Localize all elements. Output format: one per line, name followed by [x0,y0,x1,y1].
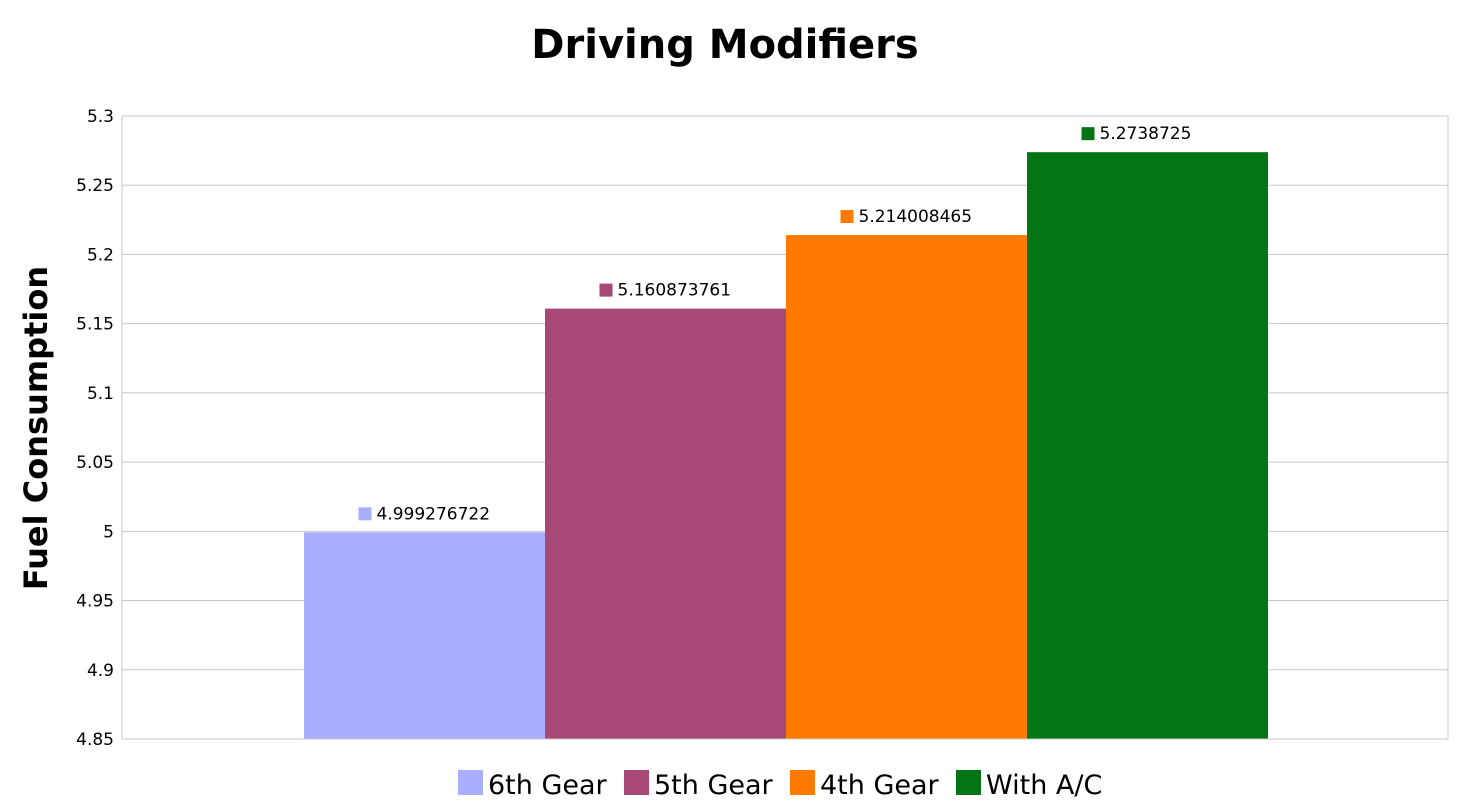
legend-label: With A/C [986,770,1102,801]
y-tick-label: 4.85 [76,730,114,750]
plot-area-frame [121,115,1449,740]
legend-swatch [458,770,483,795]
legend-label: 6th Gear [488,770,608,801]
data-labels: 4.999276722 5.160873761 5.214008465 5.27387… [358,124,1192,524]
data-label: 5.214008465 [859,207,973,227]
legend-swatch [624,770,649,795]
bar [304,532,545,739]
data-label: 5.2738725 [1100,124,1192,144]
legend-swatch [790,770,815,795]
y-tick-label: 5.25 [76,176,114,196]
y-axis-ticks: 5.3 5.25 5.2 5.15 5.1 5.05 5 4.95 4.9 4.85 [76,107,114,750]
data-label: 4.999276722 [377,504,491,524]
y-tick-label: 5.2 [87,245,114,265]
legend-label: 4th Gear [820,770,940,801]
data-label: 5.160873761 [618,281,732,301]
bar [545,308,786,739]
y-tick-label: 5.15 [76,315,114,335]
data-label-swatch [1081,127,1095,141]
chart-title: Driving Modifiers [531,22,918,68]
y-tick-label: 5.1 [87,384,114,404]
data-label-swatch [599,283,613,297]
y-tick-label: 4.9 [87,661,114,681]
y-axis-label: Fuel Consumption [17,266,55,590]
y-tick-label: 5 [103,522,114,542]
data-label-swatch [840,210,854,224]
y-tick-label: 5.05 [76,453,114,473]
legend: 6th Gear 5th Gear 4th Gear With A/C [458,770,1102,801]
legend-label: 5th Gear [654,770,774,801]
y-tick-label: 5.3 [87,107,114,127]
bars [304,152,1268,740]
bar [1027,152,1268,740]
legend-swatch [956,770,981,795]
y-tick-label: 4.95 [76,592,114,612]
bar [786,235,1027,739]
data-label-swatch [358,507,372,521]
